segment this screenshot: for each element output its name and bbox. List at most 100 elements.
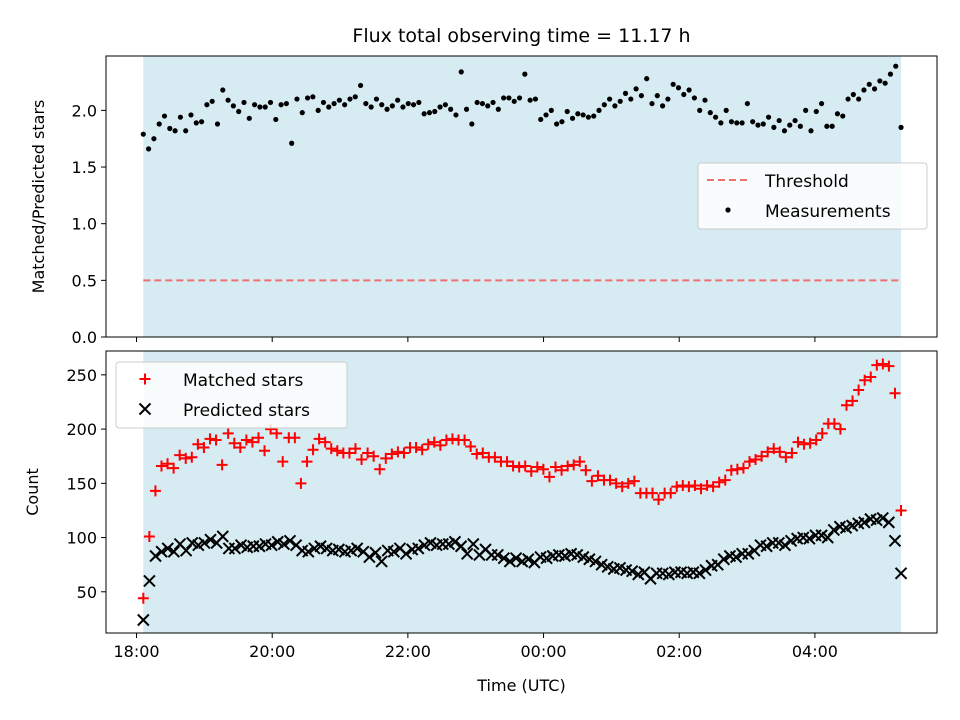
matched-point [883,360,895,372]
top-y-axis: 0.0 0.5 1.0 1.5 2.0 [72,101,106,347]
measurement-point [871,86,878,92]
measurement-point [236,108,242,115]
matched-point [489,451,501,463]
matched-point [568,459,580,471]
matched-point [259,445,271,457]
legend-matched-swatch [139,373,151,385]
matched-point [531,461,543,473]
matched-point [665,487,677,499]
measurement-point [453,112,459,118]
matched-point [155,460,167,472]
matched-point [307,444,319,456]
matched-point [847,395,859,407]
top-y-tick-label-4: 2.0 [72,101,97,120]
measurement-point [840,113,846,119]
matched-point [392,446,404,458]
matched-point [731,463,743,475]
predicted-point [363,550,376,564]
matched-point [362,447,374,459]
bottom-y-axis-label: Count [23,468,42,516]
measurement-point [739,120,745,126]
measurement-point [797,123,803,129]
measurement-point [633,86,639,92]
measurement-point [575,111,581,117]
predicted-point [742,547,755,561]
predicted-point [302,545,315,558]
measurement-point [792,117,798,124]
measurement-point [818,100,825,107]
measurement-point [357,82,364,89]
predicted-point [803,532,816,545]
matched-point [368,450,380,462]
measurement-point [400,104,406,110]
top-y-tick-label-2: 1.0 [72,215,97,234]
matched-point [501,456,513,468]
matched-point [416,444,428,456]
bottom-x-axis: 18:00 20:00 22:00 00:00 02:00 04:00 [113,633,838,661]
legend-predicted-swatch [138,402,152,416]
matched-point [895,504,907,516]
bottom-y-tick-label-0: 50 [77,583,97,602]
measurement-point [304,95,311,101]
measurement-point [463,106,470,112]
predicted-point [399,547,413,561]
matched-point [228,437,240,449]
predicted-point [882,516,896,529]
predicted-point [375,555,388,568]
measurement-point [246,115,252,121]
matched-point [410,442,422,454]
measurement-point [834,111,841,117]
predicted-point [283,534,297,548]
matched-point [465,440,477,452]
measurement-point [580,112,586,118]
predicted-point [491,548,504,562]
predicted-point [198,536,211,550]
measurement-point [744,100,750,107]
measurement-point [877,78,883,84]
measurement-point [262,104,268,110]
measurement-point [273,116,279,123]
top-y-tick-label-3: 1.5 [72,158,97,177]
matched-point [871,359,883,371]
measurement-point [638,93,645,99]
matched-point [422,438,434,450]
bottom-y-tick-label-4: 250 [66,366,97,385]
predicted-point [509,551,523,565]
matched-point [834,423,846,435]
matched-point [768,443,780,455]
measurement-point [516,95,523,101]
matched-point [798,438,810,450]
measurement-point [681,91,687,98]
measurement-point [294,96,300,102]
measurement-point [506,95,512,101]
measurement-point [336,97,342,103]
measurement-point [850,91,856,98]
measurement-point [596,107,602,113]
measurement-point [644,76,650,82]
measurement-point [416,99,422,106]
matched-point [240,434,252,446]
measurement-point [728,119,735,125]
measurement-point [601,102,607,108]
bottom-y-tick-label-3: 200 [66,420,97,439]
measurement-point [569,115,576,121]
measurement-point [564,108,570,115]
measurement-point [426,110,433,116]
bottom-legend: Matched stars Predicted stars [115,361,348,429]
top-axes-frame [105,55,938,338]
matched-point [592,470,604,482]
matched-point [543,471,555,483]
matched-point [174,449,186,461]
predicted-point [894,567,908,580]
measurement-point [241,99,247,106]
measurement-point [771,124,777,130]
measurement-point [649,100,655,107]
predicted-point [699,563,712,577]
matched-point [525,465,537,477]
measurement-point [803,107,809,113]
predicted-point [277,537,291,551]
predicted-point [778,538,792,552]
matched-point [628,475,640,487]
matched-point [756,450,768,462]
measurement-point [702,97,708,103]
